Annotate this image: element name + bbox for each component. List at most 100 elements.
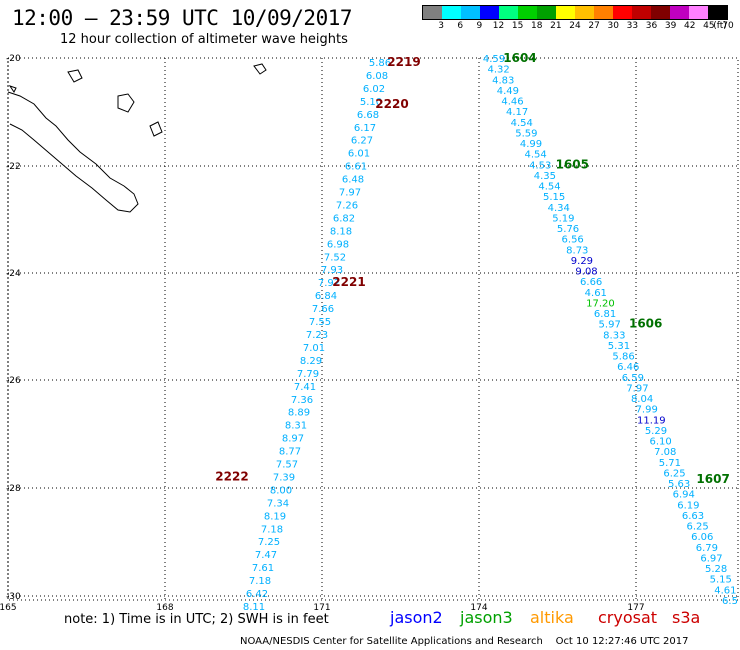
swh-value: 6.5 [722,596,738,607]
swh-value: 7.26 [336,200,358,211]
colorbar-label: 15 [511,21,524,31]
swh-value: 8.18 [330,226,352,237]
swh-value: 4.34 [548,203,570,214]
swh-value: 4.61 [585,288,607,299]
colorbar-swatch [518,6,537,19]
coastline-loyalty-3 [67,69,83,83]
mission-jason3: jason3 [460,608,513,627]
swh-value: 7.23 [306,330,328,341]
swh-value: 5.28 [705,564,727,575]
swh-value: 5.31 [608,341,630,352]
swh-value: 4.83 [492,75,514,86]
swh-value: 5.63 [668,479,690,490]
swh-value: 5.86 [612,352,634,363]
swh-value: 8.04 [631,394,653,405]
colorbar-swatch [594,6,613,19]
page-subtitle: 12 hour collection of altimeter wave hei… [60,32,348,47]
swh-value: 8.00 [270,485,292,496]
swh-value: 7.97 [626,383,648,394]
note-text: note: 1) Time is in UTC; 2) SWH is in fe… [64,612,329,627]
swh-value: 7.25 [258,537,280,548]
colorbar-label: 45 [703,21,715,31]
pass-number: 1604 [503,51,536,65]
swh-value: 7.36 [291,395,313,406]
colorbar-swatch [613,6,632,19]
swh-value: 6.25 [663,468,685,479]
swh-value: 6.08 [366,71,388,82]
colorbar-swatch [480,6,499,19]
swh-value: 7.97 [339,188,361,199]
colorbar-swatch [689,6,708,19]
colorbar-swatch [575,6,594,19]
lat-label: -22 [6,162,21,172]
colorbar-swatch [556,6,575,19]
colorbar-label: 12 [492,21,505,31]
swh-value: 6.25 [686,522,708,533]
swh-value: 4.54 [538,182,560,193]
lat-label: -30 [6,592,21,602]
swh-value: 4.35 [534,171,556,182]
swh-value: 7.08 [654,447,676,458]
colorbar-label: 9 [476,21,483,31]
swh-value: 5.86 [369,58,391,69]
colorbar-label: 70 [722,21,734,31]
swh-value: 7.39 [273,472,295,483]
swh-value: 5.19 [552,213,574,224]
colorbar-labels: 3 6 9 12 15 18 21 24 27 30 33 36 39 42 45 70 (ft) [422,21,733,33]
swh-value: 6.01 [348,149,370,160]
swh-value: 4.46 [501,97,523,108]
colorbar-label: 27 [588,21,600,31]
lon-label: 177 [627,603,644,610]
swh-value: 7.93 [321,265,343,276]
swh-value: 4.53 [529,160,551,171]
swh-value: 5.59 [515,128,537,139]
swh-value: 5.15 [543,192,565,203]
mission-s3a: s3a [672,608,701,627]
colorbar-label: 21 [550,21,562,31]
pass-number: 2220 [375,97,408,111]
colorbar-label: (ft) [713,21,727,31]
swh-value: 6.46 [617,362,639,373]
footer-credit: NOAA/NESDIS Center for Satellite Applica… [240,636,689,647]
colorbar-swatch [537,6,556,19]
colorbar-label: 36 [645,21,658,31]
colorbar-swatch [442,6,461,19]
swh-value: 5.10 [360,97,382,108]
swh-value: 6.61 [345,162,367,173]
colorbar-label: 42 [684,21,696,31]
coastline-loyalty-1 [117,93,135,113]
swh-value: 6.84 [315,291,337,302]
lat-label: -24 [6,269,21,279]
swh-value: 6.98 [327,239,349,250]
swh-value: 4.54 [511,118,533,129]
swh-value: 7.55 [309,317,331,328]
lon-label: 174 [470,603,487,610]
swh-value: 6.48 [342,175,364,186]
coastline-loyalty-2 [149,121,163,137]
pass-number: 1606 [629,317,662,331]
coastline-island-1 [253,63,267,75]
page-title: 12:00 – 23:59 UTC 10/09/2017 [12,6,353,30]
swh-value: 6.94 [673,490,695,501]
swh-value: 7.41 [294,382,316,393]
colorbar-swatch [651,6,670,19]
colorbar-label: 24 [569,21,581,31]
colorbar-swatch [461,6,480,19]
swh-value: 7.92 [318,278,340,289]
swh-value: 6.79 [696,543,718,554]
mission-jason2: jason2 [390,608,443,627]
coastline [7,63,267,213]
coastline-new-caledonia [7,91,139,213]
swh-value: 6.68 [357,110,379,121]
swh-value: 6.10 [649,437,671,448]
mission-cryosat: cryosat [598,608,658,627]
swh-value: 6.59 [622,373,644,384]
swh-value: 6.81 [594,309,616,320]
swh-value: 4.54 [525,150,547,161]
altimeter-tracks: 5.86 6.08 6.02 5.10 6.68 6.17 6.27 6.01 6.61 6.48… [215,51,738,610]
lon-label: 171 [313,603,330,610]
swh-value: 7.01 [303,343,325,354]
swh-value: 8.97 [282,434,304,445]
swh-value: 7.18 [249,576,271,587]
